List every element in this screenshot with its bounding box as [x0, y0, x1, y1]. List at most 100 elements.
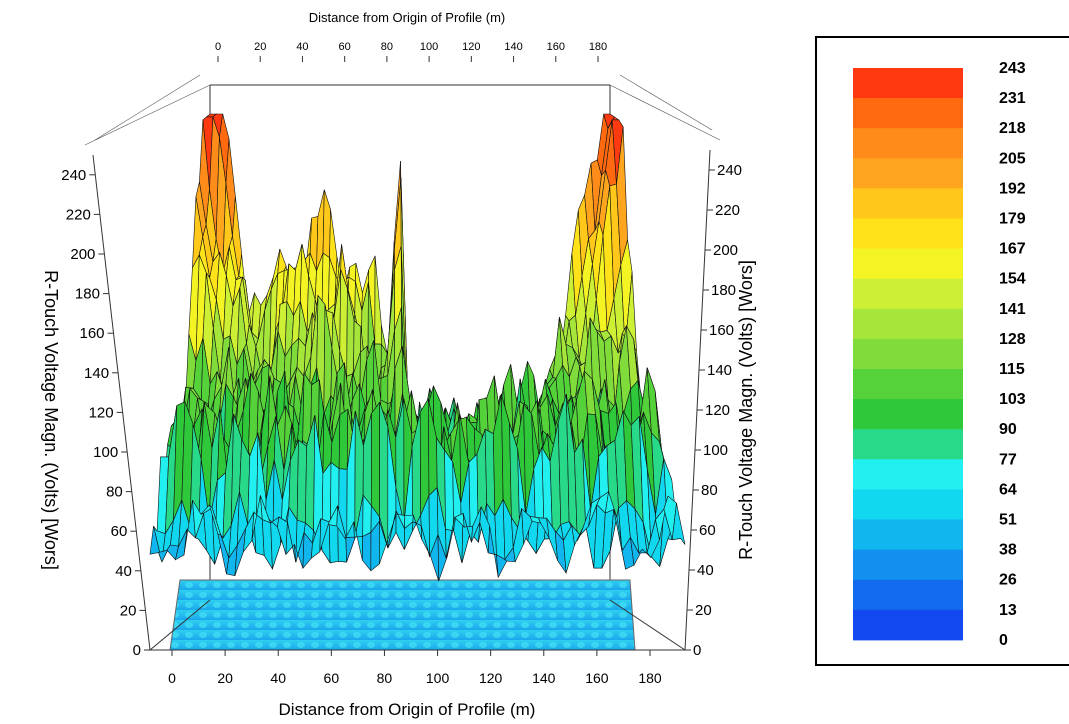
- bottom-x-tick-label: 20: [217, 670, 233, 686]
- surface-cell: [380, 374, 389, 405]
- legend-value: 38: [999, 542, 1017, 559]
- top-x-tick-label: 20: [254, 41, 266, 53]
- legend-swatch: [853, 369, 963, 400]
- bottom-x-tick-label: 0: [168, 670, 176, 686]
- legend-value: 26: [999, 572, 1017, 589]
- legend-swatch: [853, 248, 963, 280]
- legend-value: 218: [999, 120, 1026, 137]
- surface-cell: [444, 449, 455, 532]
- left-z-tick-label: 120: [89, 404, 114, 421]
- legend-value: 128: [999, 331, 1026, 348]
- legend-swatch: [853, 429, 963, 460]
- legend-swatch: [853, 579, 963, 611]
- legend-swatch: [853, 218, 963, 250]
- bottom-x-tick-label: 120: [479, 670, 503, 686]
- legend-value: 243: [999, 60, 1026, 77]
- top-x-tick-label: 80: [381, 41, 393, 53]
- legend-swatch: [853, 489, 963, 520]
- right-z-tick-label: 140: [707, 362, 732, 379]
- left-z-tick-label: 160: [79, 325, 104, 342]
- left-z-tick-label: 80: [106, 484, 123, 501]
- bottom-x-axis: 0 20 40 60 80 100 120 140 160 180: [168, 650, 662, 686]
- surface-cell: [419, 397, 430, 516]
- surface-cell: [671, 503, 686, 545]
- right-z-tick-label: 240: [717, 162, 742, 179]
- bottom-x-tick-label: 100: [426, 670, 450, 686]
- right-z-tick-label: 40: [697, 562, 714, 579]
- surface-cell: [370, 401, 381, 518]
- legend-swatch: [853, 158, 963, 189]
- right-z-tick-label: 120: [705, 402, 730, 419]
- legend-swatch: [853, 338, 963, 370]
- floor-plane: [169, 579, 636, 651]
- legend-swatch: [853, 98, 963, 129]
- legend-value: 103: [999, 391, 1026, 408]
- legend-swatch: [853, 399, 963, 430]
- z-axis-title-right: R-Touch Voltage Magn. (Volts) [Wors]: [736, 260, 756, 560]
- surface-cell: [338, 408, 349, 470]
- legend-swatch: [853, 549, 963, 581]
- legend-swatch: [853, 609, 963, 641]
- bottom-x-tick-label: 180: [638, 670, 662, 686]
- legend-value: 0: [999, 632, 1008, 649]
- top-x-tick-label: 140: [504, 41, 522, 53]
- legend-swatch: [853, 128, 963, 159]
- right-z-tick-label: 180: [711, 282, 736, 299]
- legend-swatch: [853, 188, 963, 219]
- surface-cell: [296, 439, 307, 524]
- left-z-tick-label: 140: [84, 365, 109, 382]
- legend-swatch: [853, 68, 963, 99]
- surface-plot: 0 20 40 60 80 100 120 140 160 180 200 220 240 0 20 40 6…: [41, 10, 756, 719]
- top-x-axis: 0 20 40 60 80 100 120 140 160 180: [215, 41, 607, 62]
- left-z-tick-label: 100: [93, 444, 118, 461]
- left-z-tick-label: 220: [66, 206, 91, 223]
- top-x-tick-label: 180: [589, 41, 607, 53]
- top-x-tick-label: 60: [339, 41, 351, 53]
- right-z-tick-label: 0: [693, 642, 701, 659]
- legend-value: 205: [999, 150, 1026, 167]
- legend-swatch: [853, 308, 963, 340]
- left-z-tick-label: 20: [120, 602, 137, 619]
- surface-cell: [374, 255, 382, 345]
- legend-value: 167: [999, 241, 1026, 258]
- right-z-tick-label: 200: [713, 242, 738, 259]
- x-axis-title-top: Distance from Origin of Profile (m): [309, 10, 506, 25]
- bottom-x-tick-label: 160: [585, 670, 609, 686]
- left-z-tick-label: 240: [61, 167, 86, 184]
- left-z-tick-label: 180: [75, 286, 100, 303]
- legend-value: 90: [999, 421, 1017, 438]
- right-z-axis: 0 20 40 60 80 100 120 140 160 180 200 220 240: [685, 162, 742, 659]
- z-axis-title-left: R-Touch Voltage Magn. (Volts) [Wors]: [41, 270, 61, 570]
- bottom-x-tick-label: 80: [377, 670, 393, 686]
- left-z-tick-label: 200: [70, 246, 95, 263]
- left-z-axis: 0 20 40 60 80 100 120 140 160 180 200 220 240: [61, 167, 150, 659]
- top-x-tick-label: 120: [462, 41, 480, 53]
- top-x-tick-label: 100: [420, 41, 438, 53]
- surface-cell: [345, 536, 356, 563]
- legend-value: 141: [999, 301, 1026, 318]
- surface-cell: [361, 531, 372, 572]
- legend-swatch: [853, 519, 963, 551]
- right-z-tick-label: 20: [695, 602, 712, 619]
- legend-swatch: [853, 459, 963, 490]
- color-legend: 243 231 218 205 192 179 167 154 141 128 115 103 90 77…: [815, 36, 1069, 666]
- legend-value: 64: [999, 481, 1017, 498]
- bottom-x-tick-label: 140: [532, 670, 556, 686]
- right-z-tick-label: 160: [709, 322, 734, 339]
- legend-value: 77: [999, 451, 1017, 468]
- legend-value: 231: [999, 90, 1026, 107]
- right-z-tick-label: 60: [699, 522, 716, 539]
- legend-value: 115: [999, 361, 1025, 378]
- legend-scale: 243 231 218 205 192 179 167 154 141 128 115 103 90 77…: [853, 60, 1026, 649]
- bottom-x-tick-label: 60: [324, 670, 340, 686]
- top-x-tick-label: 40: [296, 41, 308, 53]
- right-z-tick-label: 100: [703, 442, 728, 459]
- legend-value: 192: [999, 180, 1026, 197]
- legend-value: 179: [999, 211, 1026, 228]
- left-z-tick-label: 40: [115, 563, 132, 580]
- bottom-x-tick-label: 40: [270, 670, 286, 686]
- x-axis-title-bottom: Distance from Origin of Profile (m): [279, 700, 536, 719]
- surface-mesh: [149, 113, 686, 582]
- legend-value: 51: [999, 512, 1017, 529]
- right-z-tick-label: 80: [701, 482, 718, 499]
